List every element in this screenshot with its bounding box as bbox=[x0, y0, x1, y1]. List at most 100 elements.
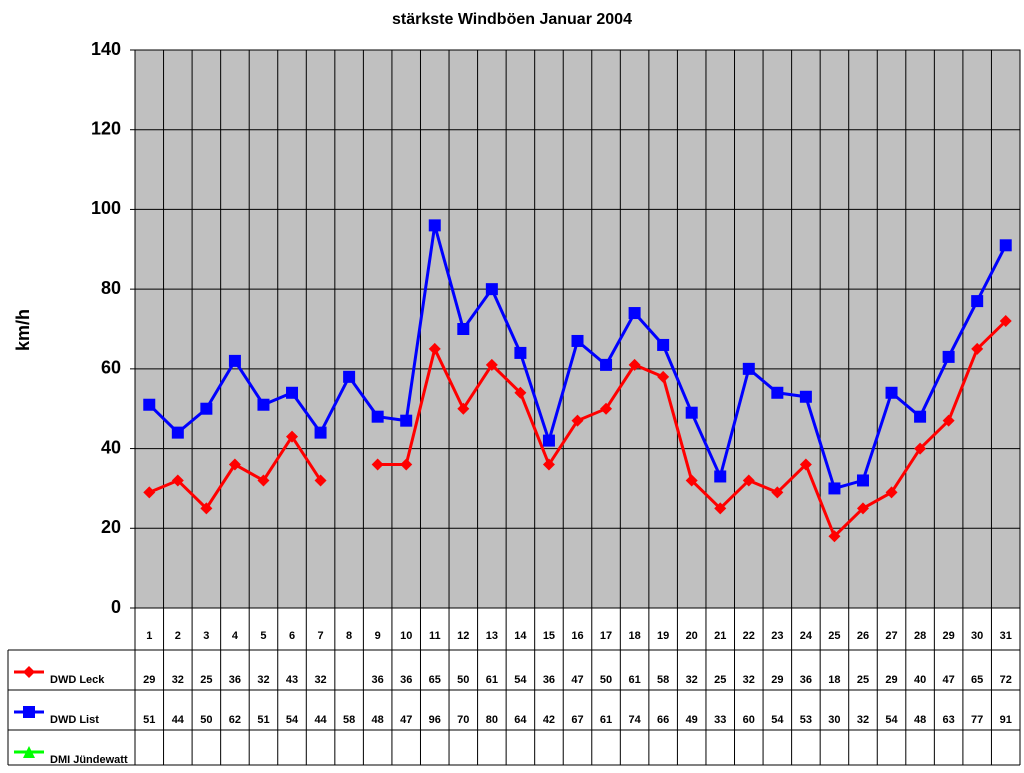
table-value: 29 bbox=[143, 674, 155, 686]
table-value: 36 bbox=[372, 674, 384, 686]
table-value: 49 bbox=[686, 714, 698, 726]
point bbox=[628, 358, 641, 371]
point bbox=[914, 442, 927, 455]
table-value: 54 bbox=[514, 674, 527, 686]
table-value: 72 bbox=[1000, 674, 1012, 686]
point bbox=[628, 307, 641, 320]
point bbox=[514, 386, 527, 399]
point bbox=[999, 239, 1012, 252]
point bbox=[799, 458, 812, 471]
point bbox=[286, 430, 299, 443]
point bbox=[685, 474, 698, 487]
x-tick-label: 13 bbox=[486, 630, 498, 642]
point bbox=[914, 410, 927, 423]
table-value: 36 bbox=[400, 674, 412, 686]
table-value: 25 bbox=[714, 674, 726, 686]
x-tick-label: 11 bbox=[429, 630, 441, 642]
table-value: 40 bbox=[914, 674, 926, 686]
point bbox=[571, 414, 584, 427]
x-tick-label: 25 bbox=[828, 630, 840, 642]
chart-title: stärkste Windböen Januar 2004 bbox=[392, 11, 632, 28]
table-value: 60 bbox=[743, 714, 755, 726]
point bbox=[799, 390, 812, 403]
point bbox=[971, 342, 984, 355]
point bbox=[885, 486, 898, 499]
table-value: 47 bbox=[571, 674, 583, 686]
x-tick-label: 31 bbox=[1000, 630, 1012, 642]
point bbox=[257, 474, 270, 487]
point bbox=[400, 458, 413, 471]
table-value: 61 bbox=[600, 714, 612, 726]
x-tick-label: 23 bbox=[771, 630, 783, 642]
point bbox=[600, 402, 613, 415]
table-value: 32 bbox=[257, 674, 269, 686]
table-value: 33 bbox=[714, 714, 726, 726]
table-value: 50 bbox=[457, 674, 469, 686]
x-tick-label: 8 bbox=[346, 630, 352, 642]
point bbox=[942, 414, 955, 427]
point bbox=[771, 486, 784, 499]
table-value: 51 bbox=[257, 714, 269, 726]
table-value: 32 bbox=[743, 674, 755, 686]
table-value: 64 bbox=[514, 714, 527, 726]
point bbox=[571, 334, 584, 347]
table-value: 30 bbox=[828, 714, 840, 726]
table-value: 25 bbox=[200, 674, 212, 686]
table-value: 47 bbox=[943, 674, 955, 686]
legend-label: DWD List bbox=[50, 714, 99, 726]
table-value: 36 bbox=[543, 674, 555, 686]
x-tick-label: 17 bbox=[600, 630, 612, 642]
point bbox=[371, 458, 384, 471]
point bbox=[685, 406, 698, 419]
legend-label: DWD Leck bbox=[50, 674, 105, 686]
point bbox=[228, 458, 241, 471]
table-value: 65 bbox=[429, 674, 441, 686]
x-tick-label: 19 bbox=[657, 630, 669, 642]
point bbox=[885, 386, 898, 399]
y-tick-label: 0 bbox=[111, 597, 121, 617]
point bbox=[999, 315, 1012, 328]
y-axis-label: km/h bbox=[13, 309, 33, 351]
y-tick-label: 140 bbox=[91, 39, 121, 59]
point bbox=[343, 370, 356, 383]
point bbox=[400, 414, 413, 427]
y-tick-label: 100 bbox=[91, 198, 121, 218]
point bbox=[657, 370, 670, 383]
x-tick-label: 22 bbox=[743, 630, 755, 642]
x-tick-label: 10 bbox=[400, 630, 412, 642]
x-tick-label: 14 bbox=[514, 630, 527, 642]
table-value: 77 bbox=[971, 714, 983, 726]
table-value: 29 bbox=[885, 674, 897, 686]
legend-marker bbox=[23, 706, 35, 718]
x-tick-label: 6 bbox=[289, 630, 295, 642]
table-value: 96 bbox=[429, 714, 441, 726]
table-value: 53 bbox=[800, 714, 812, 726]
point bbox=[171, 474, 184, 487]
table-value: 18 bbox=[828, 674, 840, 686]
point bbox=[600, 358, 613, 371]
point bbox=[485, 283, 498, 296]
table-value: 54 bbox=[286, 714, 299, 726]
y-tick-label: 80 bbox=[101, 278, 121, 298]
point bbox=[286, 386, 299, 399]
table-value: 32 bbox=[172, 674, 184, 686]
table-value: 67 bbox=[571, 714, 583, 726]
x-tick-label: 30 bbox=[971, 630, 983, 642]
x-tick-label: 28 bbox=[914, 630, 926, 642]
x-tick-label: 16 bbox=[571, 630, 583, 642]
point bbox=[771, 386, 784, 399]
point bbox=[742, 362, 755, 375]
point bbox=[314, 474, 327, 487]
x-tick-label: 1 bbox=[146, 630, 152, 642]
table-value: 42 bbox=[543, 714, 555, 726]
point bbox=[457, 323, 470, 335]
table-value: 32 bbox=[314, 674, 326, 686]
table-value: 43 bbox=[286, 674, 298, 686]
point bbox=[200, 502, 213, 515]
x-tick-label: 3 bbox=[203, 630, 209, 642]
table-value: 70 bbox=[457, 714, 469, 726]
point bbox=[514, 346, 527, 359]
x-tick-label: 15 bbox=[543, 630, 555, 642]
